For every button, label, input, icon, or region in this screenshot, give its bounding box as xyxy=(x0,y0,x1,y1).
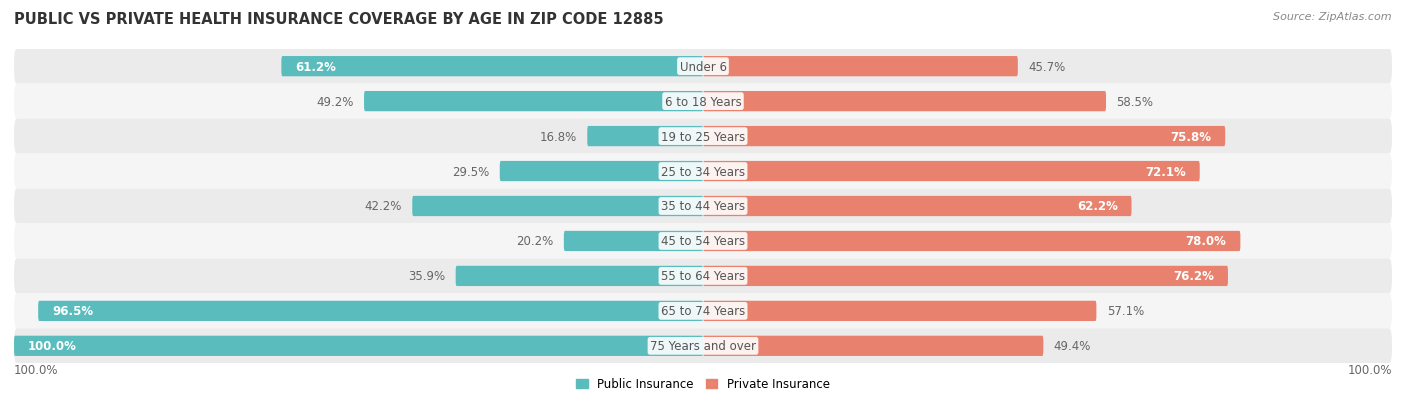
Text: 55 to 64 Years: 55 to 64 Years xyxy=(661,270,745,283)
FancyBboxPatch shape xyxy=(703,266,1227,286)
Text: 49.4%: 49.4% xyxy=(1053,339,1091,352)
Text: PUBLIC VS PRIVATE HEALTH INSURANCE COVERAGE BY AGE IN ZIP CODE 12885: PUBLIC VS PRIVATE HEALTH INSURANCE COVER… xyxy=(14,12,664,27)
Text: 78.0%: 78.0% xyxy=(1185,235,1226,248)
FancyBboxPatch shape xyxy=(703,231,1240,252)
FancyBboxPatch shape xyxy=(14,294,1392,329)
FancyBboxPatch shape xyxy=(703,336,1043,356)
Text: 72.1%: 72.1% xyxy=(1146,165,1185,178)
Text: 96.5%: 96.5% xyxy=(52,305,93,318)
FancyBboxPatch shape xyxy=(14,224,1392,259)
Text: 19 to 25 Years: 19 to 25 Years xyxy=(661,130,745,143)
FancyBboxPatch shape xyxy=(703,197,1132,216)
Text: 75.8%: 75.8% xyxy=(1170,130,1212,143)
Text: 100.0%: 100.0% xyxy=(14,363,59,376)
FancyBboxPatch shape xyxy=(703,127,1225,147)
FancyBboxPatch shape xyxy=(14,336,703,356)
Text: 100.0%: 100.0% xyxy=(1347,363,1392,376)
Text: 58.5%: 58.5% xyxy=(1116,95,1153,108)
Text: 16.8%: 16.8% xyxy=(540,130,576,143)
Text: 62.2%: 62.2% xyxy=(1077,200,1118,213)
FancyBboxPatch shape xyxy=(281,57,703,77)
FancyBboxPatch shape xyxy=(703,57,1018,77)
Text: 42.2%: 42.2% xyxy=(364,200,402,213)
FancyBboxPatch shape xyxy=(14,84,1392,119)
FancyBboxPatch shape xyxy=(499,161,703,182)
Text: 35 to 44 Years: 35 to 44 Years xyxy=(661,200,745,213)
FancyBboxPatch shape xyxy=(14,50,1392,84)
Text: 6 to 18 Years: 6 to 18 Years xyxy=(665,95,741,108)
FancyBboxPatch shape xyxy=(14,259,1392,294)
FancyBboxPatch shape xyxy=(412,197,703,216)
FancyBboxPatch shape xyxy=(588,127,703,147)
FancyBboxPatch shape xyxy=(14,329,1392,363)
Legend: Public Insurance, Private Insurance: Public Insurance, Private Insurance xyxy=(571,373,835,395)
Text: 61.2%: 61.2% xyxy=(295,61,336,74)
FancyBboxPatch shape xyxy=(14,154,1392,189)
Text: 45.7%: 45.7% xyxy=(1028,61,1066,74)
Text: Under 6: Under 6 xyxy=(679,61,727,74)
FancyBboxPatch shape xyxy=(703,301,1097,321)
FancyBboxPatch shape xyxy=(703,92,1107,112)
Text: 20.2%: 20.2% xyxy=(516,235,554,248)
Text: 29.5%: 29.5% xyxy=(453,165,489,178)
FancyBboxPatch shape xyxy=(564,231,703,252)
FancyBboxPatch shape xyxy=(703,161,1199,182)
FancyBboxPatch shape xyxy=(456,266,703,286)
Text: 57.1%: 57.1% xyxy=(1107,305,1144,318)
FancyBboxPatch shape xyxy=(14,119,1392,154)
Text: Source: ZipAtlas.com: Source: ZipAtlas.com xyxy=(1274,12,1392,22)
Text: 75 Years and over: 75 Years and over xyxy=(650,339,756,352)
FancyBboxPatch shape xyxy=(364,92,703,112)
Text: 49.2%: 49.2% xyxy=(316,95,354,108)
Text: 35.9%: 35.9% xyxy=(408,270,446,283)
FancyBboxPatch shape xyxy=(14,189,1392,224)
Text: 65 to 74 Years: 65 to 74 Years xyxy=(661,305,745,318)
Text: 45 to 54 Years: 45 to 54 Years xyxy=(661,235,745,248)
Text: 100.0%: 100.0% xyxy=(28,339,77,352)
FancyBboxPatch shape xyxy=(38,301,703,321)
Text: 25 to 34 Years: 25 to 34 Years xyxy=(661,165,745,178)
Text: 76.2%: 76.2% xyxy=(1174,270,1215,283)
